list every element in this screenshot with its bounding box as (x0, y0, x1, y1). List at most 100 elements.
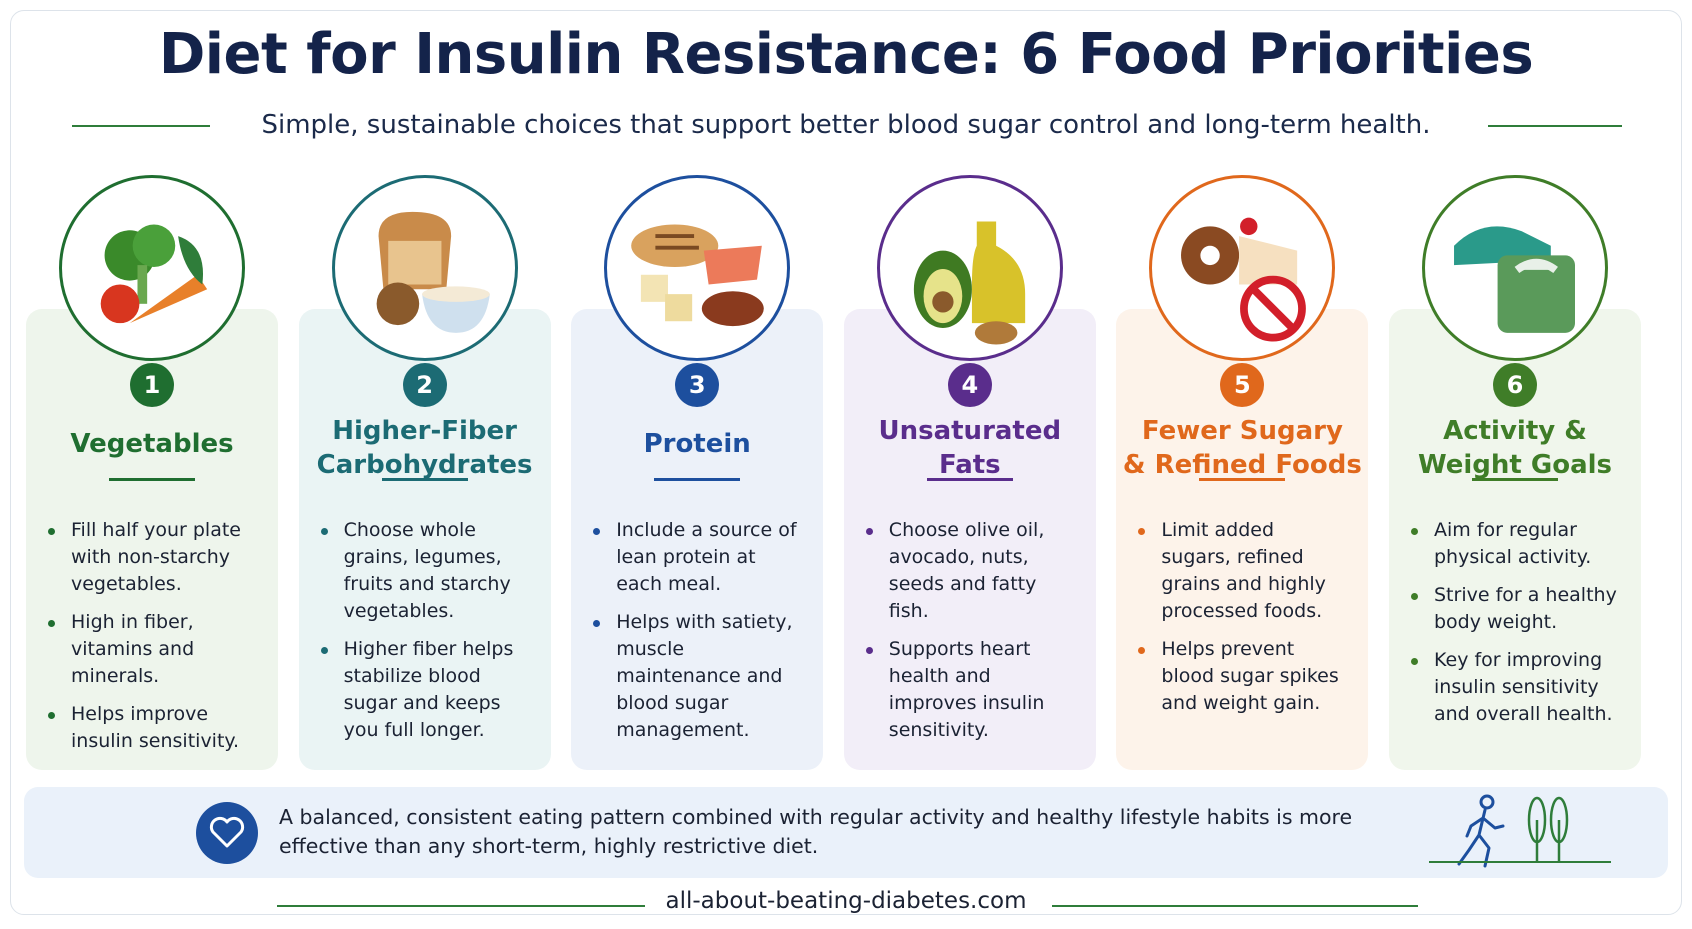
card-title-line: Higher-Fiber (332, 416, 517, 446)
card-title: Vegetables (26, 427, 278, 461)
card-photo (876, 175, 1063, 361)
bullet-text: Supports heart health and improves insul… (888, 638, 1045, 741)
bullet-dot (48, 528, 55, 535)
food-illustration (1454, 226, 1575, 333)
bullet-list: Include a source of lean protein at each… (591, 517, 801, 755)
divider (1488, 125, 1622, 127)
bullet-dot (48, 620, 55, 627)
bullet-text: Include a source of lean protein at each… (616, 519, 797, 595)
website: all-about-beating-diabetes.com (665, 888, 1027, 914)
bullet-text: Key for improving insulin sensitivity an… (1434, 649, 1613, 725)
bullet-text: Strive for a healthy body weight. (1434, 584, 1617, 633)
bullet: Limit added sugars, refined grains and h… (1136, 517, 1346, 625)
card-title: Unsaturated Fats (844, 414, 1096, 482)
bullet-text: Choose olive oil, avocado, nuts, seeds a… (888, 519, 1045, 622)
title-underline (926, 478, 1013, 481)
number-badge: 6 (1493, 363, 1537, 407)
food-illustration (913, 221, 1025, 345)
card-title: Higher-Fiber Carbohydrates (299, 414, 551, 482)
divider (72, 125, 210, 127)
card-title-line: Vegetables (70, 429, 234, 459)
card-photo (331, 175, 518, 361)
bullet: Strive for a healthy body weight. (1409, 582, 1619, 636)
bullet: Helps prevent blood sugar spikes and wei… (1136, 636, 1346, 717)
number-badge: 1 (130, 363, 174, 407)
food-illustration (1181, 217, 1307, 342)
number-badge: 4 (947, 363, 992, 407)
bullet-text: Fill half your plate with non-starchy ve… (71, 519, 241, 595)
bullet: Choose whole grains, legumes, fruits and… (319, 517, 529, 625)
bullet-list: Fill half your plate with non-starchy ve… (46, 517, 256, 766)
bullet: Key for improving insulin sensitivity an… (1409, 647, 1619, 728)
footer-note: A balanced, consistent eating pattern co… (279, 805, 1353, 858)
card-title: Protein (571, 427, 823, 461)
title-underline (1199, 478, 1286, 481)
title-underline (654, 478, 741, 481)
banner (24, 787, 1668, 878)
bullet: Aim for regular physical activity. (1409, 517, 1619, 571)
bullet: Fill half your plate with non-starchy ve… (46, 517, 256, 598)
frame (10, 10, 1682, 915)
card-photo (1422, 175, 1608, 361)
bullet-dot (865, 528, 873, 535)
title-underline (109, 478, 195, 481)
bullet: High in fiber, vitamins and minerals. (46, 609, 256, 690)
bullet-text: High in fiber, vitamins and minerals. (71, 611, 195, 687)
bullet-text: Limit added sugars, refined grains and h… (1161, 519, 1326, 622)
bullet-dot (593, 528, 601, 535)
bullet-text: Higher fiber helps stabilize blood sugar… (343, 638, 514, 741)
card-title-line: Unsaturated (878, 416, 1062, 446)
number-badge: 5 (1220, 363, 1265, 407)
card-photo (1149, 175, 1336, 361)
card-title-line: Carbohydrates (316, 450, 533, 480)
bullet-dot (1411, 528, 1418, 535)
card-photo (604, 175, 791, 361)
bullet: Helps with satiety, muscle maintenance a… (591, 609, 801, 744)
heart-icon (196, 802, 258, 864)
bullet: Choose olive oil, avocado, nuts, seeds a… (864, 517, 1074, 625)
bullet-text: Choose whole grains, legumes, fruits and… (343, 519, 511, 622)
bullet-list: Choose whole grains, legumes, fruits and… (319, 517, 529, 755)
title: Diet for Insulin Resistance: 6 Food Prio… (158, 22, 1534, 87)
bullet-dot (1138, 528, 1146, 535)
title-underline (381, 478, 468, 481)
bullet-list: Choose olive oil, avocado, nuts, seeds a… (864, 517, 1074, 755)
bullet-list: Aim for regular physical activity. Strive… (1409, 517, 1619, 739)
card-title: Activity & Weight Goals (1389, 414, 1641, 482)
bullet-dot (320, 528, 328, 535)
bullet-text: Helps with satiety, muscle maintenance a… (616, 611, 793, 741)
bullet-dot (593, 620, 601, 627)
food-illustration (100, 224, 208, 324)
bullet-dot (320, 647, 328, 654)
card-title-line: & Refined Foods (1122, 450, 1362, 480)
activity-icon (1429, 794, 1611, 868)
bullet-dot (865, 647, 873, 654)
card-title-line: Protein (643, 429, 751, 459)
bullet-list: Limit added sugars, refined grains and h… (1136, 517, 1346, 728)
card-title-line: Weight Goals (1417, 450, 1613, 480)
bullet-text: Aim for regular physical activity. (1434, 519, 1592, 568)
bullet-dot (1138, 647, 1146, 654)
bullet: Include a source of lean protein at each… (591, 517, 801, 598)
bullet-text: Helps prevent blood sugar spikes and wei… (1161, 638, 1339, 714)
bullet-dot (1411, 593, 1418, 600)
title-underline (1472, 478, 1558, 481)
food-illustration (376, 211, 490, 333)
food-illustration (631, 224, 764, 327)
card-title: Fewer Sugary & Refined Foods (1116, 414, 1368, 482)
number-badge: 3 (675, 363, 720, 407)
number-badge: 2 (402, 363, 447, 407)
bullet-dot (48, 712, 55, 719)
divider (1052, 905, 1418, 907)
card-title-line: Fats (938, 450, 1001, 480)
bullet-dot (1411, 658, 1418, 665)
divider (277, 905, 645, 907)
card-title-line: Activity & (1443, 416, 1587, 446)
bullet: Supports heart health and improves insul… (864, 636, 1074, 744)
subtitle: Simple, sustainable choices that support… (261, 110, 1431, 140)
card-title-line: Fewer Sugary (1141, 416, 1343, 446)
bullet: Higher fiber helps stabilize blood sugar… (319, 636, 529, 744)
bullet: Helps improve insulin sensitivity. (46, 701, 256, 755)
bullet-text: Helps improve insulin sensitivity. (71, 703, 239, 752)
